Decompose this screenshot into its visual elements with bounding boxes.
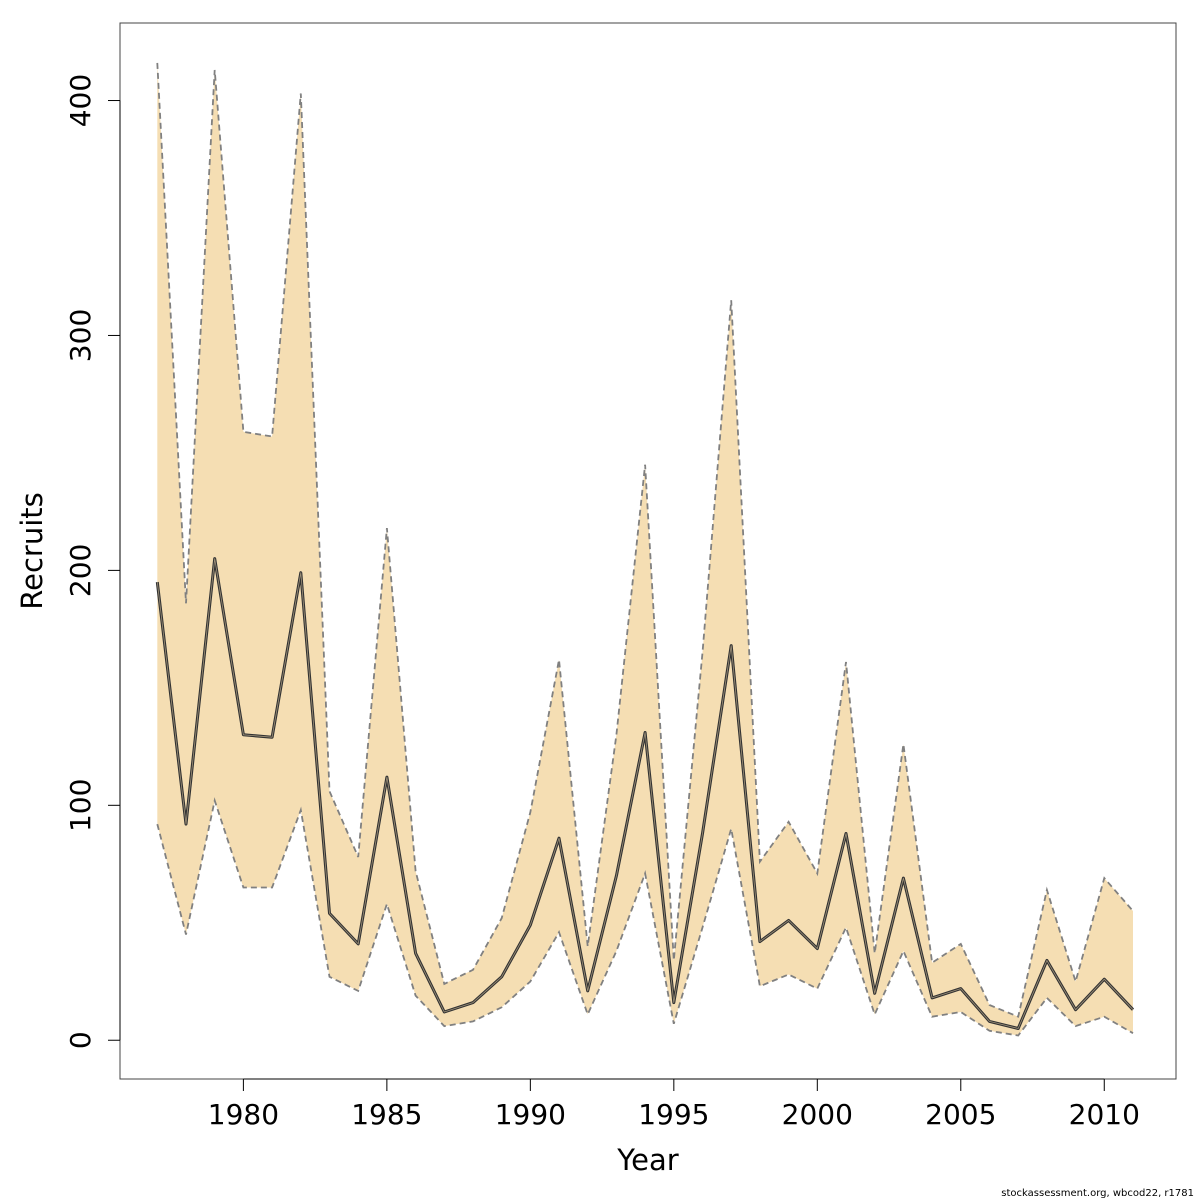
source-credit: stockassessment.org, wbcod22, r1781 bbox=[1001, 1188, 1194, 1199]
confidence-band bbox=[156, 62, 1134, 1037]
x-tick-label: 2005 bbox=[925, 1098, 996, 1131]
estimate-series bbox=[155, 557, 1135, 1030]
y-tick-label: 0 bbox=[64, 1031, 97, 1049]
y-tick-label: 100 bbox=[64, 779, 97, 832]
x-tick-label: 1995 bbox=[638, 1098, 709, 1131]
y-axis: 0 100 200 300 400 bbox=[64, 74, 121, 1049]
upper-bound-line bbox=[156, 62, 1134, 1018]
y-tick-label: 400 bbox=[64, 74, 97, 127]
lower-bound-line bbox=[156, 797, 1134, 1037]
x-axis: 1980 1985 1990 1995 2000 2005 2010 bbox=[208, 1078, 1140, 1131]
x-tick-label: 2010 bbox=[1069, 1098, 1140, 1131]
y-axis-title: Recruits bbox=[15, 492, 49, 609]
y-tick-label: 200 bbox=[64, 544, 97, 597]
y-tick-label: 300 bbox=[64, 309, 97, 362]
x-tick-label: 2000 bbox=[782, 1098, 853, 1131]
x-tick-label: 1980 bbox=[208, 1098, 279, 1131]
estimate-line-highlight bbox=[156, 558, 1134, 1029]
x-tick-label: 1985 bbox=[351, 1098, 422, 1131]
x-axis-title: Year bbox=[616, 1143, 678, 1177]
confidence-band-fill bbox=[157, 62, 1134, 1036]
x-tick-label: 1990 bbox=[495, 1098, 566, 1131]
